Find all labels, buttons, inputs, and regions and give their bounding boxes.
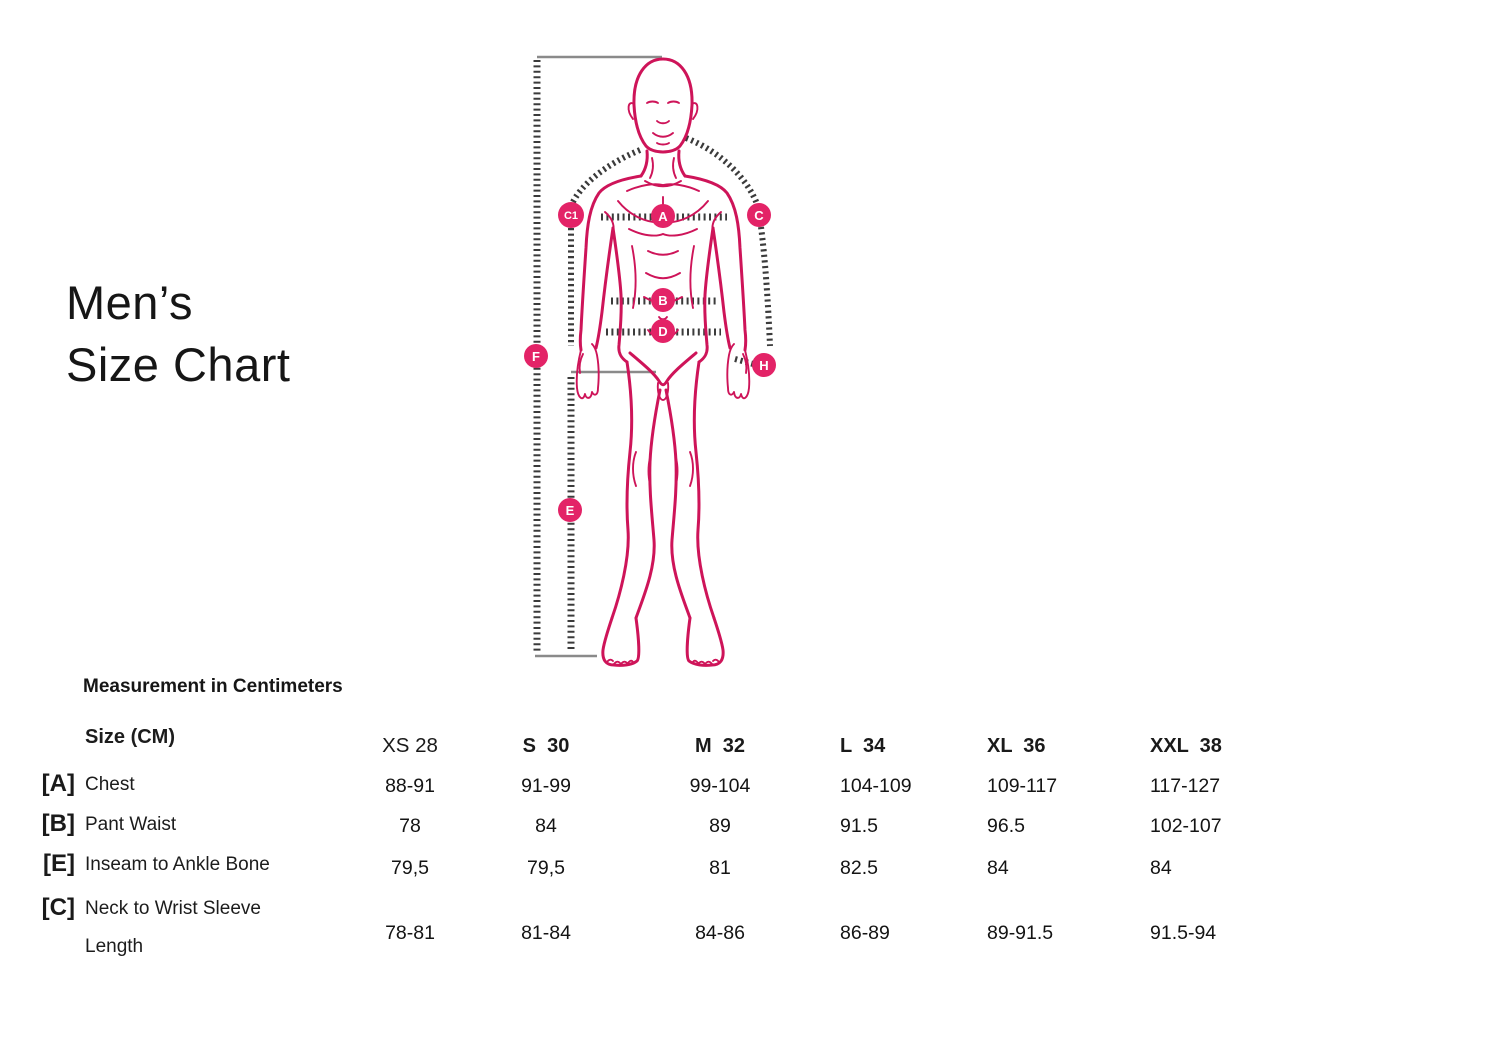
svg-text:C1: C1 bbox=[564, 210, 578, 222]
sleeve-left-dashed bbox=[569, 147, 642, 206]
cell-value: 78-81 bbox=[385, 921, 435, 944]
cell-value: 89-91.5 bbox=[987, 921, 1054, 944]
page-title: Men’s Size Chart bbox=[66, 272, 290, 396]
measurement-note: Measurement in Centimeters bbox=[83, 676, 343, 697]
col-header-m: M 32 bbox=[694, 734, 746, 757]
row-key: [C] bbox=[41, 894, 75, 921]
row-label: Chest bbox=[85, 774, 135, 795]
svg-text:A: A bbox=[658, 209, 668, 224]
col-header-xxl: XXL 38 bbox=[1150, 734, 1222, 757]
svg-text:F: F bbox=[532, 349, 540, 364]
cell-value: 84 bbox=[535, 814, 557, 837]
measure-badge-e: E bbox=[558, 498, 582, 522]
cell-value: 81-84 bbox=[521, 921, 571, 944]
measure-badge-d: D bbox=[651, 319, 675, 343]
cell-value: 86-89 bbox=[840, 921, 890, 944]
cell-value: 109-117 bbox=[987, 774, 1058, 797]
table-row-sleeve: [C] Neck to Wrist Sleeve Length 78-81 81… bbox=[0, 890, 1380, 976]
cell-value: 96.5 bbox=[987, 814, 1025, 837]
col-header-s: S 30 bbox=[522, 734, 570, 757]
svg-text:D: D bbox=[658, 324, 667, 339]
table-row-chest: [A] Chest 88-91 91-99 99-104 104-109 109… bbox=[0, 766, 1380, 806]
cell-value: 91-99 bbox=[521, 774, 571, 797]
size-table: Size (CM) XS 28 S 30 M 32 L 34 XL 36 XXL… bbox=[0, 726, 1380, 976]
svg-text:H: H bbox=[759, 358, 768, 373]
sleeve-right-arm-dashed bbox=[758, 226, 773, 347]
cell-value: 82.5 bbox=[840, 856, 878, 879]
cell-value: 84 bbox=[1150, 856, 1172, 879]
male-body-measurement-diagram: C1 A C B D F H bbox=[500, 38, 830, 688]
svg-text:B: B bbox=[658, 293, 667, 308]
page-title-line2: Size Chart bbox=[66, 338, 291, 391]
cell-value: 84-86 bbox=[695, 921, 745, 944]
measure-badge-h: H bbox=[752, 353, 776, 377]
size-cm-header: Size (CM) bbox=[85, 726, 175, 748]
row-key: [B] bbox=[41, 810, 75, 837]
svg-text:E: E bbox=[566, 503, 575, 518]
col-header-l: L 34 bbox=[840, 734, 886, 757]
sleeve-right-dashed bbox=[684, 135, 760, 206]
male-figure-svg: C1 A C B D F H bbox=[524, 55, 776, 667]
cell-value: 88-91 bbox=[385, 774, 435, 797]
row-key: [E] bbox=[43, 850, 75, 877]
cell-value: 102-107 bbox=[1150, 814, 1222, 837]
measure-badge-c: C bbox=[747, 203, 771, 227]
cell-value: 117-127 bbox=[1150, 774, 1221, 797]
cell-value: 81 bbox=[709, 856, 731, 879]
table-header-row: Size (CM) XS 28 S 30 M 32 L 34 XL 36 XXL… bbox=[0, 726, 1380, 766]
cell-value: 104-109 bbox=[840, 774, 912, 797]
cell-value: 91.5 bbox=[840, 814, 878, 837]
cell-value: 91.5-94 bbox=[1150, 921, 1217, 944]
col-header-xl: XL 36 bbox=[987, 734, 1046, 757]
row-label: Inseam to Ankle Bone bbox=[85, 854, 270, 875]
cell-value: 78 bbox=[399, 814, 421, 837]
measure-badge-a: A bbox=[651, 204, 675, 228]
table-row-pant-waist: [B] Pant Waist 78 84 89 91.5 96.5 102-10… bbox=[0, 806, 1380, 846]
cell-value: 89 bbox=[709, 814, 731, 837]
page-title-line1: Men’s bbox=[66, 276, 194, 329]
measure-badge-b: B bbox=[651, 288, 675, 312]
measure-badge-c1: C1 bbox=[558, 202, 584, 228]
table-row-inseam: [E] Inseam to Ankle Bone 79,5 79,5 81 82… bbox=[0, 846, 1380, 890]
cell-value: 99-104 bbox=[689, 774, 751, 797]
measure-badge-f: F bbox=[524, 344, 548, 368]
cell-value: 84 bbox=[987, 856, 1009, 879]
cell-value: 79,5 bbox=[391, 856, 429, 879]
cell-value: 79,5 bbox=[527, 856, 565, 879]
body-outline bbox=[575, 57, 751, 667]
row-label: Pant Waist bbox=[85, 814, 177, 835]
col-header-xs: XS 28 bbox=[382, 734, 438, 757]
row-label: Neck to Wrist Sleeve Length bbox=[85, 898, 261, 957]
svg-text:C: C bbox=[754, 208, 764, 223]
row-key: [A] bbox=[41, 770, 75, 797]
